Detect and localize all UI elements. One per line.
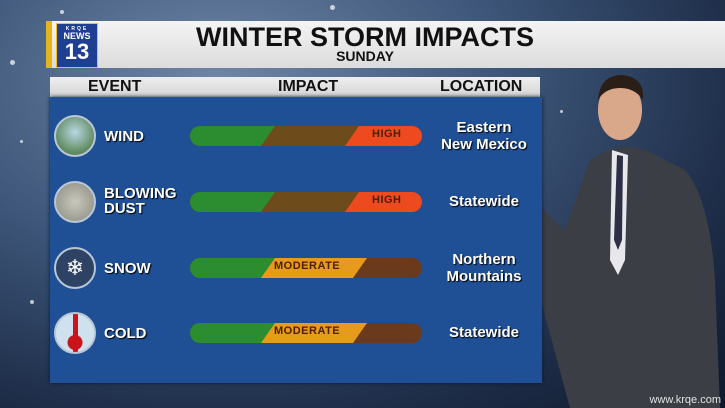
- watermark: www.krqe.com: [649, 394, 721, 406]
- event-label: COLD: [104, 325, 147, 342]
- snowflake-icon: ❄: [54, 247, 96, 289]
- page-subtitle: SUNDAY: [336, 48, 394, 64]
- event-label: WIND: [104, 128, 144, 145]
- location-label: Statewide: [448, 324, 520, 341]
- impact-row-snow: ❄ SNOW MODERATE Northern Mountains: [50, 243, 542, 293]
- impacts-panel: WIND HIGH Eastern New Mexico BLOWING DUST …: [50, 97, 542, 383]
- wind-icon: [54, 115, 96, 157]
- location-label: Northern Mountains: [446, 251, 522, 285]
- impact-level: HIGH: [372, 194, 402, 206]
- column-header: EVENT IMPACT LOCATION: [50, 77, 540, 97]
- title-bar: [46, 21, 725, 68]
- station-logo: KRQE NEWS 13: [56, 23, 98, 68]
- impact-level: MODERATE: [274, 325, 341, 337]
- location-label: Statewide: [448, 193, 520, 210]
- dust-icon: [54, 181, 96, 223]
- column-event: EVENT: [88, 78, 142, 95]
- impact-bar: MODERATE: [190, 258, 422, 278]
- impact-row-wind: WIND HIGH Eastern New Mexico: [50, 111, 542, 161]
- thermometer-icon: [54, 312, 96, 354]
- location-label: Eastern New Mexico: [441, 119, 527, 153]
- presenter: [490, 75, 720, 408]
- impact-bar: HIGH: [190, 192, 422, 212]
- impact-row-cold: COLD MODERATE Statewide: [50, 308, 542, 358]
- impact-level: MODERATE: [274, 260, 341, 272]
- impact-bar: HIGH: [190, 126, 422, 146]
- page-title: WINTER STORM IMPACTS: [196, 22, 534, 52]
- event-label: BLOWING DUST: [104, 185, 177, 217]
- column-impact: IMPACT: [278, 78, 339, 95]
- event-label: SNOW: [104, 260, 151, 277]
- impact-bar: MODERATE: [190, 323, 422, 343]
- impact-level: HIGH: [372, 128, 402, 140]
- column-location: LOCATION: [440, 78, 523, 95]
- impact-row-blowing-dust: BLOWING DUST HIGH Statewide: [50, 177, 542, 227]
